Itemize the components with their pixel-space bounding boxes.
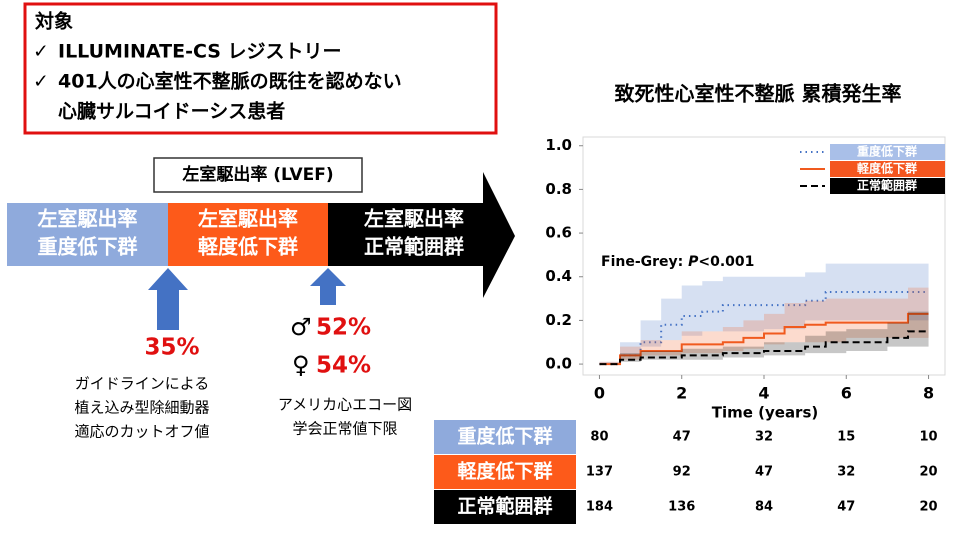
risk-count: 47 (673, 430, 691, 445)
legend-label: 正常範囲群 (857, 178, 917, 193)
annotation-part: <0.001 (698, 254, 754, 270)
confidence-band (599, 263, 929, 365)
risk-label: 重度低下群 (457, 425, 552, 448)
series-line (599, 330, 929, 366)
lvef-group-label: 重度低下群 (38, 235, 138, 259)
check-mark: ✓ (33, 71, 49, 93)
cutoff-value: 35% (144, 335, 199, 361)
target-item: 心臓サルコイドーシス患者 (58, 100, 285, 123)
cutoff-value: 54% (316, 353, 371, 379)
risk-label: 正常範囲群 (457, 495, 552, 518)
cutoff-value: 52% (316, 315, 371, 341)
up-arrow (310, 268, 346, 305)
y-tick-label: 0.0 (545, 355, 572, 373)
target-box (23, 2, 498, 135)
lvef-title-box (153, 157, 363, 193)
risk-count: 136 (668, 500, 695, 515)
x-tick-label: 2 (676, 384, 687, 403)
series-line (599, 291, 929, 366)
x-tick-label: 4 (758, 384, 769, 403)
series-line (599, 312, 929, 366)
annotation-part: Fine-Grey: (601, 254, 688, 270)
cutoff-note: 学会正常値下限 (292, 420, 397, 438)
risk-count: 32 (755, 430, 773, 445)
x-tick-label: 8 (923, 384, 934, 403)
legend-label: 軽度低下群 (857, 161, 917, 176)
risk-count: 47 (837, 500, 855, 515)
target-heading: 対象 (34, 10, 73, 33)
risk-label: 軽度低下群 (457, 460, 552, 483)
legend-box (830, 144, 945, 160)
lvef-group (168, 203, 328, 266)
up-arrow (148, 268, 188, 330)
legend-box (830, 161, 945, 177)
lvef-group (328, 203, 484, 266)
annotation: Fine-Grey: P<0.001 (601, 254, 754, 270)
risk-count: 10 (919, 430, 937, 445)
female-symbol: ♀ (292, 351, 310, 379)
cutoff-note: 植え込み型除細動器 (74, 399, 209, 417)
risk-label-box (434, 420, 576, 454)
risk-count: 20 (919, 500, 937, 515)
risk-count: 80 (590, 430, 608, 445)
y-tick-label: 0.8 (545, 180, 572, 198)
target-item: ILLUMINATE-CS レジストリー (58, 41, 342, 63)
lvef-group (7, 203, 168, 266)
y-tick-label: 0.6 (545, 224, 572, 242)
cutoff-note: 適応のカットオフ値 (74, 423, 209, 441)
risk-count: 92 (673, 465, 691, 480)
x-tick-label: 0 (594, 384, 605, 403)
arrow-head (483, 172, 515, 298)
y-tick-label: 0.2 (545, 311, 572, 329)
y-tick-label: 1.0 (545, 136, 572, 154)
risk-count: 15 (837, 430, 855, 445)
legend-box (830, 178, 945, 194)
cutoff-note: アメリカ心エコー図 (278, 396, 412, 414)
x-axis-label: Time (years) (712, 404, 819, 422)
cutoff-note: ガイドラインによる (75, 375, 210, 393)
target-item: 401人の心室性不整脈の既往を認めない (58, 70, 402, 93)
risk-label-box (434, 455, 576, 489)
lvef-title: 左室駆出率 (LVEF) (182, 164, 333, 185)
annotation-part: P (688, 254, 699, 270)
lvef-group-label: 左室駆出率 (198, 207, 298, 231)
risk-count: 47 (755, 465, 773, 480)
lvef-group-label: 正常範囲群 (364, 235, 464, 259)
risk-label-box (434, 490, 576, 524)
lvef-group-label: 軽度低下群 (198, 235, 298, 259)
risk-count: 20 (919, 465, 937, 480)
x-tick-label: 6 (841, 384, 852, 403)
male-symbol: ♂ (290, 313, 312, 341)
confidence-band (599, 311, 929, 365)
lvef-group-label: 左室駆出率 (364, 207, 464, 231)
chart-title: 致死性心室性不整脈 累積発生率 (615, 82, 902, 106)
risk-count: 32 (837, 465, 855, 480)
risk-count: 137 (586, 465, 613, 480)
legend-label: 重度低下群 (857, 144, 917, 159)
lvef-group-label: 左室駆出率 (38, 207, 138, 231)
risk-count: 184 (586, 500, 613, 515)
y-tick-label: 0.4 (545, 267, 572, 285)
risk-count: 84 (755, 500, 773, 515)
check-mark: ✓ (33, 41, 49, 63)
